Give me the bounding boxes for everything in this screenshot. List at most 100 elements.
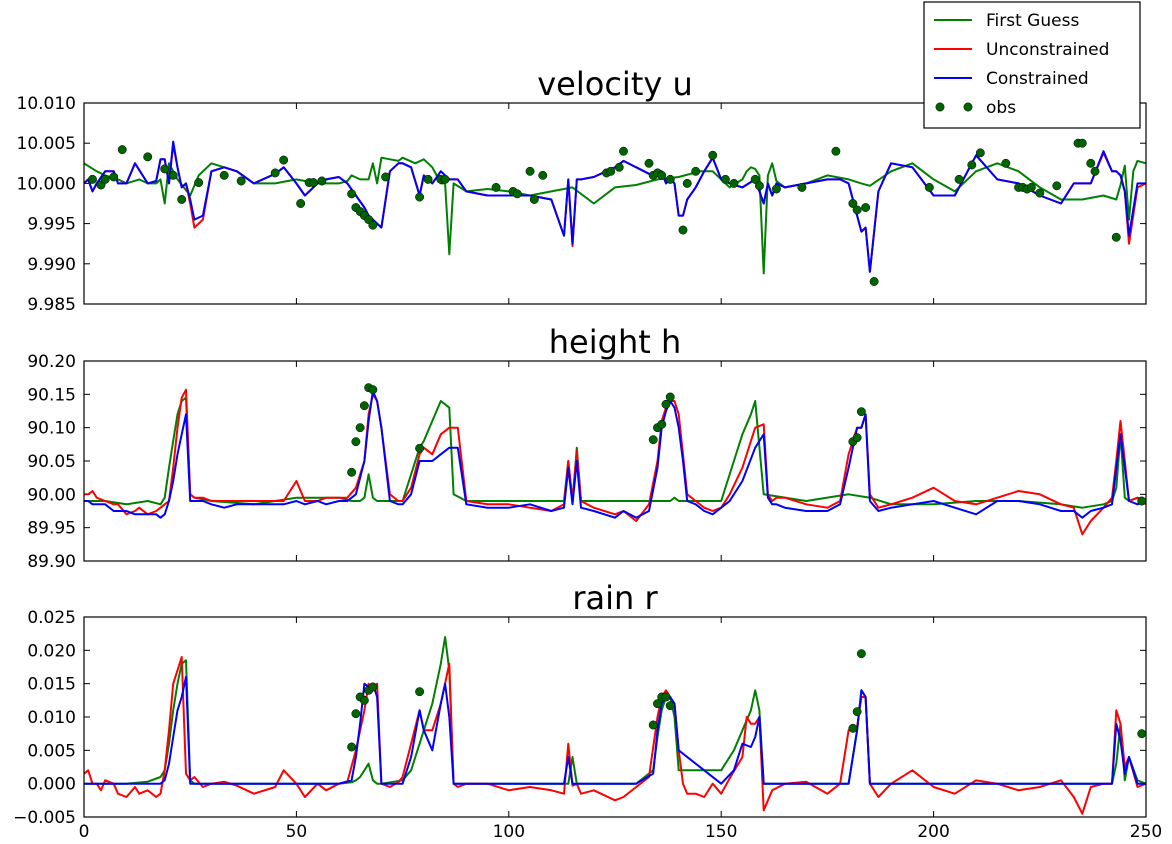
- y-tick-label: 9.990: [27, 255, 76, 275]
- axes-frame: [83, 102, 1147, 305]
- legend-label: obs: [986, 98, 1016, 118]
- obs-point: [682, 178, 692, 188]
- x-tick-label: 250: [1130, 822, 1162, 842]
- obs-point: [856, 407, 866, 417]
- obs-point: [657, 170, 667, 180]
- obs-point: [657, 419, 667, 429]
- obs-point: [1090, 166, 1100, 176]
- legend-marker: [963, 102, 973, 112]
- obs-point: [648, 720, 658, 730]
- y-tick-label: 0.015: [27, 675, 76, 695]
- x-tick-label: 50: [286, 822, 308, 842]
- y-tick-label: 89.95: [27, 519, 76, 539]
- obs-point: [177, 195, 187, 204]
- legend-label: First Guess: [986, 11, 1079, 31]
- obs-point: [355, 423, 365, 433]
- obs-point: [525, 166, 535, 176]
- obs-point: [924, 182, 934, 192]
- legend-label: Unconstrained: [986, 40, 1109, 60]
- legend-item-constrained: Constrained: [934, 69, 1089, 89]
- obs-point: [665, 392, 675, 402]
- obs-point: [619, 146, 628, 156]
- y-tick-label: 0.020: [27, 641, 76, 661]
- obs-point: [143, 152, 153, 162]
- axes-frame: [83, 616, 1147, 818]
- obs-point: [368, 682, 378, 692]
- obs-point: [415, 687, 425, 697]
- obs-point: [661, 399, 671, 409]
- obs-point: [797, 182, 807, 192]
- obs-point: [415, 443, 425, 453]
- x-tick-label: 150: [705, 822, 737, 842]
- obs-point: [1137, 496, 1146, 506]
- obs-point: [614, 162, 624, 172]
- series-line-constrained: [84, 140, 1146, 273]
- y-tick-label: 90.05: [27, 452, 76, 472]
- y-tick-label: −0.005: [13, 808, 76, 828]
- obs-point: [1052, 181, 1062, 191]
- obs-point: [852, 433, 862, 443]
- obs-point: [869, 277, 879, 286]
- obs-point: [359, 695, 369, 705]
- obs-point: [771, 184, 781, 194]
- obs-point: [296, 199, 306, 208]
- obs-point: [750, 174, 760, 184]
- obs-point: [1026, 182, 1036, 192]
- y-tick-label: 90.10: [27, 419, 76, 439]
- obs-point: [1086, 158, 1096, 168]
- obs-point: [648, 435, 658, 445]
- obs-point: [88, 174, 97, 184]
- y-tick-label: 9.995: [27, 215, 76, 235]
- obs-point: [954, 174, 964, 184]
- obs-point: [538, 170, 548, 180]
- series-line-constrained: [84, 676, 1146, 785]
- obs-point: [708, 150, 718, 160]
- subplot-height-h: height h 90.20 90.15 90.10 90.05 90.00 89.95 89…: [27, 323, 1147, 572]
- obs-point: [491, 182, 501, 192]
- legend-item-obs: obs: [935, 98, 1016, 118]
- axes-frame: [83, 360, 1147, 562]
- y-tick-label: 10.005: [17, 134, 76, 154]
- obs-point: [1001, 158, 1011, 168]
- obs-point: [967, 160, 977, 170]
- subplots: velocity u 10.010 10.005 10.000 9.995 9.990 9.…: [13, 65, 1162, 842]
- obs-point: [678, 225, 688, 235]
- subplot-title: height h: [549, 323, 681, 361]
- y-tick-label: 0.010: [27, 708, 76, 728]
- plot-area: [84, 383, 1146, 536]
- obs-point: [351, 709, 361, 719]
- obs-point: [861, 203, 871, 212]
- obs-point: [440, 174, 450, 184]
- obs-point: [975, 148, 985, 158]
- obs-point: [270, 168, 280, 178]
- obs-point: [512, 189, 522, 199]
- obs-point: [368, 385, 378, 395]
- obs-point: [691, 166, 701, 176]
- subplot-title: rain r: [572, 579, 658, 617]
- x-tick-label: 0: [79, 822, 90, 842]
- obs-point: [359, 401, 369, 411]
- series-line-first-guess: [84, 156, 1146, 275]
- obs-point: [423, 174, 433, 184]
- obs-point: [729, 178, 739, 188]
- obs-point: [606, 166, 616, 176]
- obs-point: [1111, 232, 1121, 242]
- obs-point: [100, 174, 110, 184]
- obs-point: [831, 146, 841, 156]
- obs-point: [347, 742, 357, 752]
- obs-point: [653, 699, 662, 709]
- obs-point: [754, 181, 764, 191]
- obs-point: [160, 164, 170, 174]
- x-tick-label: 100: [493, 822, 525, 842]
- obs-point: [1077, 138, 1087, 148]
- obs-point: [279, 155, 289, 165]
- obs-point: [317, 176, 327, 186]
- obs-point: [848, 199, 858, 208]
- y-tick-label: 10.010: [17, 94, 76, 114]
- obs-point: [381, 172, 391, 182]
- obs-point: [415, 192, 425, 202]
- y-tick-label: 0.005: [27, 741, 76, 761]
- series-obs: [347, 383, 1146, 506]
